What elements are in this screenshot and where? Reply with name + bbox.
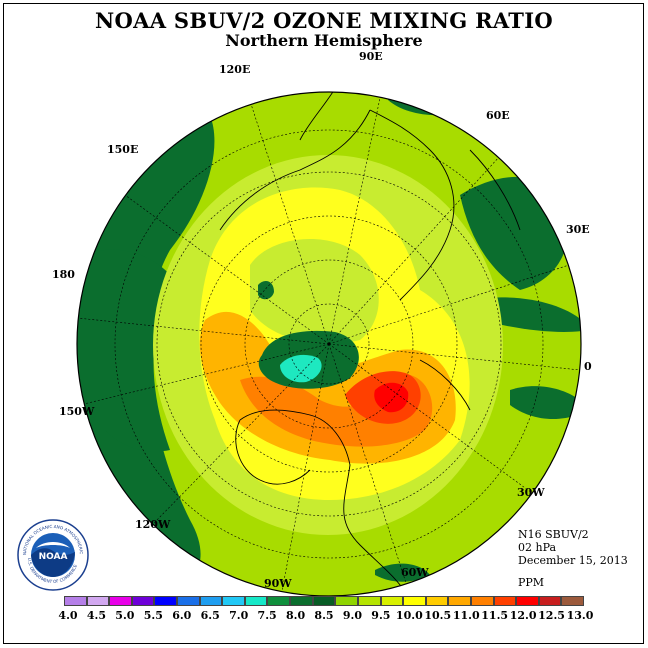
colorbar-tick-label: 10.0	[395, 609, 423, 622]
colorbar-tick-label: 8.0	[285, 609, 306, 622]
colorbar-swatch	[493, 596, 517, 606]
coast-siberia	[299, 92, 341, 141]
lon-label-120w: 120W	[135, 518, 171, 531]
lat-circle-40	[114, 129, 544, 559]
meridian-90e	[328, 92, 382, 345]
colorbar-swatch	[64, 596, 87, 606]
meridian-90w	[281, 343, 330, 592]
lat-circle-50	[156, 171, 502, 517]
colorbar-swatch	[290, 596, 313, 606]
meridian-30w	[328, 343, 533, 494]
colorbar-swatch	[470, 596, 494, 606]
lat-circle-80	[288, 303, 370, 385]
colorbar-swatch	[244, 596, 268, 606]
lat-circle-60	[200, 215, 458, 473]
colorbar-swatch	[199, 596, 223, 606]
lon-label-60w: 60W	[401, 566, 429, 579]
figure-title: NOAA SBUV/2 OZONE MIXING RATIO	[95, 8, 553, 33]
blob-dark-right-3	[510, 386, 581, 420]
colorbar-tick-label: 13.0	[566, 609, 594, 622]
lon-label-30e: 30E	[566, 223, 590, 236]
colorbar-swatch	[154, 596, 178, 606]
graticule	[77, 92, 581, 592]
colorbar-swatch	[177, 596, 200, 606]
colorbar-tick-label: 10.5	[424, 609, 452, 622]
info-units: PPM	[518, 576, 545, 589]
colorbar-tick-label: 4.0	[58, 609, 78, 622]
colorbar-tick-label: 4.5	[86, 609, 107, 622]
coast-north-america-west	[235, 419, 311, 485]
colorbar-tick-label: 9.0	[342, 609, 363, 622]
info-date: December 15, 2013	[518, 554, 628, 567]
coast-asia-east	[219, 109, 371, 231]
colorbar-swatch	[267, 596, 291, 606]
zone-light-green-inner	[250, 238, 379, 344]
colorbar-swatch	[86, 596, 110, 606]
coastlines	[219, 92, 521, 596]
noaa-logo: NATIONAL OCEANIC AND ATMOSPHERIC ADMINIS…	[16, 518, 89, 591]
colorbar-tick-label: 5.5	[143, 609, 163, 622]
band-dark-left-2	[77, 249, 175, 452]
colorbar-tick-label: 6.5	[200, 609, 220, 622]
colorbar-swatch	[561, 596, 585, 606]
colorbar-tick-label: 7.5	[257, 609, 277, 622]
colorbar-swatch	[131, 596, 155, 606]
colorbar-tick-label: 11.5	[481, 609, 509, 622]
lon-label-30w: 30W	[517, 486, 545, 499]
colorbar-swatch	[425, 596, 449, 606]
colorbar-tick-label: 5.0	[115, 609, 135, 622]
colorbar-swatch	[380, 596, 404, 606]
colorbar-swatch	[312, 596, 336, 606]
zone-red-max	[374, 382, 409, 413]
lon-label-180: 180	[52, 268, 75, 281]
colorbar-swatch	[403, 596, 426, 606]
coast-europe	[469, 149, 521, 231]
colorbar-tick-label: 12.0	[509, 609, 537, 622]
colorbar-swatch	[448, 596, 471, 606]
coast-north-america	[239, 409, 411, 596]
lon-label-150e: 150E	[107, 143, 139, 156]
lon-label-90w: 90W	[264, 577, 292, 590]
colorbar-swatch	[335, 596, 358, 606]
meridian-30e	[328, 263, 573, 345]
colorbar-tick-label: 12.5	[538, 609, 565, 622]
lon-label-0: 0	[584, 360, 592, 373]
colorbar-tick-label: 11.0	[452, 609, 480, 622]
meridian-120w	[153, 343, 330, 524]
colorbar	[64, 596, 585, 606]
colorbar-tick-label: 9.5	[371, 609, 391, 622]
lat-circle-70	[244, 259, 414, 429]
info-level: 02 hPa	[518, 541, 557, 554]
colorbar-swatch	[222, 596, 245, 606]
logo-bird	[36, 542, 70, 548]
colorbar-swatch	[109, 596, 132, 606]
logo-text: NOAA	[39, 552, 68, 562]
meridian-60w	[328, 343, 407, 584]
blob-dark-small	[258, 280, 274, 300]
colorbar-tick-label: 8.5	[314, 609, 334, 622]
info-satellite: N16 SBUV/2	[518, 528, 589, 541]
lon-label-60e: 60E	[486, 109, 510, 122]
colorbar-swatch	[538, 596, 562, 606]
colorbar-swatch	[516, 596, 539, 606]
colorbar-tick-label: 6.0	[172, 609, 192, 622]
zone-polar-min	[280, 354, 322, 383]
logo-wave	[31, 548, 75, 577]
lon-label-120e: 120E	[219, 63, 251, 76]
figure-subtitle: Northern Hemisphere	[225, 31, 423, 50]
colorbar-tick-label: 7.0	[229, 609, 249, 622]
colorbar-ticks: 4.0 4.5 5.0 5.5 6.0 6.5 7.0 7.5 8.0 8.5 9.0 9.5 10.0…	[0, 609, 648, 623]
coast-eurasia	[369, 109, 455, 301]
colorbar-swatch	[357, 596, 381, 606]
lon-label-90e: 90E	[359, 50, 383, 63]
coast-greenland	[419, 359, 471, 411]
lon-label-150w: 150W	[59, 405, 95, 418]
